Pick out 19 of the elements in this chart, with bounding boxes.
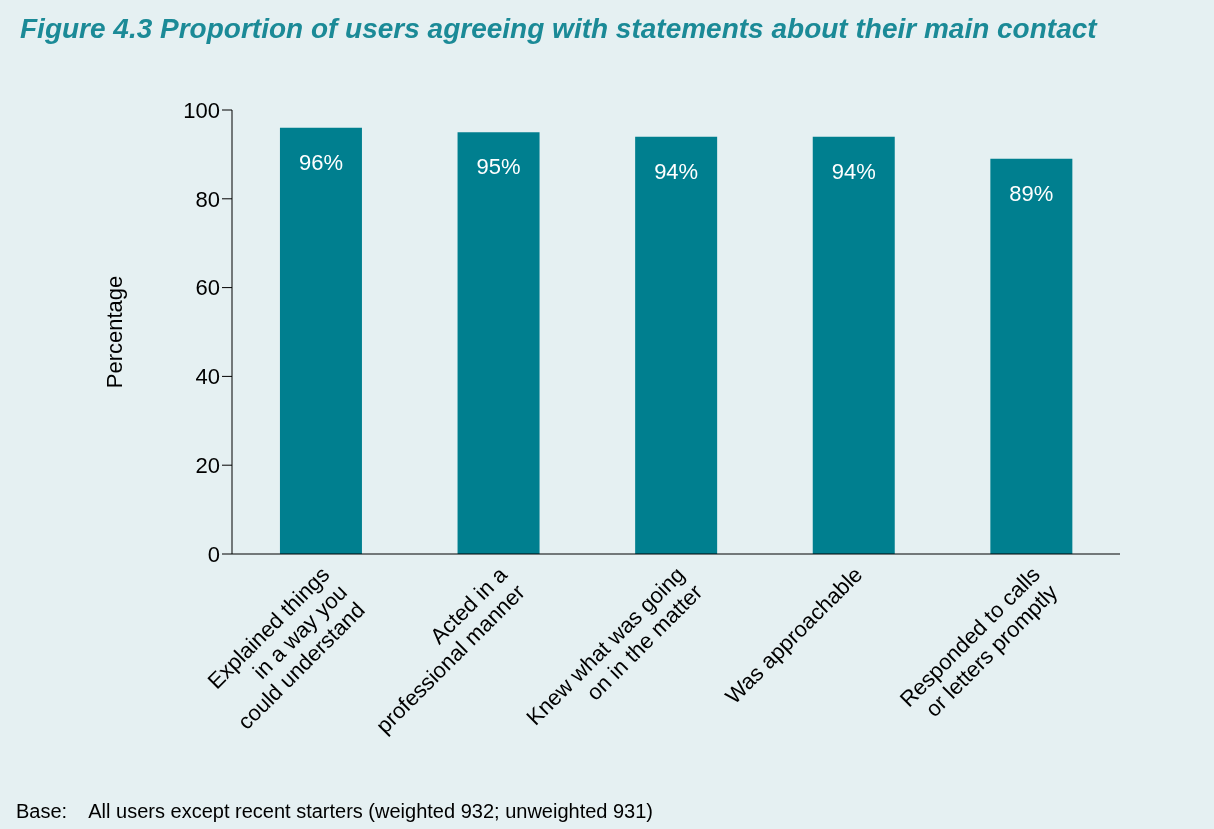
data-label: 94% [654, 158, 699, 184]
y-tick-label: 100 [183, 97, 220, 123]
data-label: 96% [298, 149, 343, 175]
y-tick-label: 60 [195, 275, 220, 301]
chart-title: Figure 4.3 Proportion of users agreeing with statements about their main contact [20, 12, 1099, 46]
y-tick-label: 0 [207, 541, 220, 567]
y-tick-label: 20 [195, 453, 220, 479]
data-label: 94% [831, 158, 876, 184]
data-label: 89% [1009, 180, 1054, 206]
y-tick-label: 40 [195, 364, 220, 390]
bar [990, 158, 1073, 554]
bar [812, 136, 895, 554]
data-label: 95% [476, 154, 521, 180]
text: Base: All users except recent starters (weighted 932; unweighted 931) [16, 800, 654, 823]
y-axis-title: Percentage [101, 275, 127, 389]
bar [457, 132, 540, 554]
bar [635, 136, 718, 554]
bar [279, 127, 362, 554]
y-tick-label: 80 [195, 186, 220, 212]
